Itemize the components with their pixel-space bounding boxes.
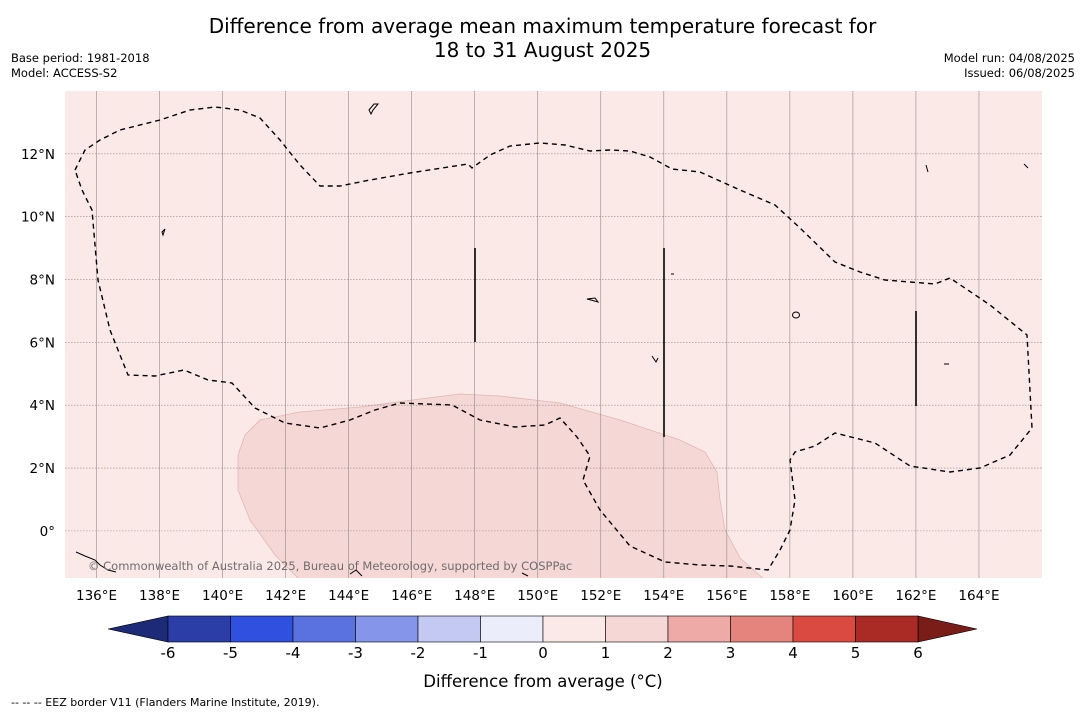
colorbar-bin	[792, 615, 856, 643]
island-outline	[521, 572, 529, 577]
eez-footnote: -- -- -- EEZ border V11 (Flanders Marine…	[11, 696, 320, 709]
colorbar-bin	[480, 615, 544, 643]
island-outline	[586, 297, 600, 303]
lon-tick-label: 164°E	[958, 588, 999, 604]
model-name: Model: ACCESS-S2	[11, 65, 118, 80]
lon-tick-label: 140°E	[202, 588, 243, 604]
lon-tick-label: 144°E	[328, 588, 369, 604]
lon-tick-label: 150°E	[517, 588, 558, 604]
colorbar-bin	[855, 615, 919, 643]
colorbar-bin	[355, 615, 419, 643]
colorbar: -6 -5 -4 -3 -2 -1 0 1 2 3 4 5 6	[107, 615, 978, 662]
colorbar-tick-label: -6	[161, 644, 176, 662]
lat-tick-label: 2°N	[30, 461, 55, 477]
lat-tick-label: 6°N	[30, 335, 55, 351]
base-period: Base period: 1981-2018	[11, 51, 150, 65]
lat-tick-label: 0°	[40, 524, 55, 540]
lon-tick-label: 160°E	[832, 588, 873, 604]
colorbar-label: Difference from average (°C)	[423, 672, 662, 691]
lon-tick-label: 162°E	[895, 588, 936, 604]
colorbar-bin	[730, 615, 794, 643]
island-outline	[349, 569, 363, 577]
colorbar-high-extension	[917, 615, 978, 643]
eez-border	[74, 106, 1033, 571]
colorbar-tick-label: -5	[223, 644, 238, 662]
copyright-notice: © Commonwealth of Australia 2025, Bureau…	[88, 559, 572, 573]
longitude-labels: 136°E 138°E 140°E 142°E 144°E 146°E 148°E 150°E…	[76, 588, 1000, 604]
island-outline	[925, 164, 929, 173]
colorbar-bin	[167, 615, 231, 643]
issued-date: Issued: 06/08/2025	[964, 65, 1075, 80]
colorbar-bin	[292, 615, 356, 643]
map-title: Difference from average mean maximum tem…	[0, 14, 1085, 62]
island-outline	[161, 228, 166, 237]
lon-tick-label: 158°E	[769, 588, 810, 604]
colorbar-tick-label: -3	[348, 644, 363, 662]
title-line-2: 18 to 31 August 2025	[433, 38, 652, 62]
lon-tick-label: 148°E	[454, 588, 495, 604]
lon-tick-label: 138°E	[139, 588, 180, 604]
meta-left: Base period: 1981-2018 Model: ACCESS-S2	[11, 51, 150, 80]
lat-tick-label: 8°N	[30, 273, 55, 289]
lon-tick-label: 154°E	[643, 588, 684, 604]
island-outline	[1023, 163, 1029, 169]
island-outline	[651, 355, 659, 363]
colorbar-bin	[230, 615, 294, 643]
lon-tick-label: 142°E	[265, 588, 306, 604]
islands	[75, 103, 1029, 577]
model-run: Model run: 04/08/2025	[943, 51, 1075, 65]
lon-tick-label: 136°E	[76, 588, 117, 604]
colorbar-tick-label: -4	[286, 644, 301, 662]
colorbar-bin	[417, 615, 481, 643]
title-line-1: Difference from average mean maximum tem…	[208, 14, 877, 38]
lat-tick-label: 12°N	[21, 147, 55, 163]
graticule	[65, 91, 1042, 578]
colorbar-bin	[542, 615, 606, 643]
colorbar-tick-label: 5	[851, 644, 861, 662]
colorbar-bin	[667, 615, 731, 643]
meta-right: Model run: 04/08/2025 Issued: 06/08/2025	[944, 51, 1075, 80]
colorbar-tick-label: -2	[411, 644, 426, 662]
colorbar-tick-label: 3	[726, 644, 736, 662]
anomaly-region-1-to-2	[237, 393, 764, 578]
colorbar-tick-label: -1	[473, 644, 488, 662]
island-outline	[368, 103, 380, 116]
lon-tick-label: 156°E	[706, 588, 747, 604]
lat-tick-label: 4°N	[30, 398, 55, 414]
colorbar-low-extension	[107, 615, 169, 643]
colorbar-tick-label: 1	[601, 644, 611, 662]
colorbar-tick-label: 6	[913, 644, 923, 662]
colorbar-tick-label: 2	[663, 644, 673, 662]
colorbar-bin	[605, 615, 669, 643]
island-outline	[792, 311, 800, 319]
meridian-markers	[474, 248, 917, 437]
colorbar-tick-label: 0	[538, 644, 548, 662]
island-outline	[75, 551, 117, 573]
lat-tick-label: 10°N	[21, 210, 55, 226]
latitude-labels: 12°N 10°N 8°N 6°N 4°N 2°N 0°	[21, 147, 55, 540]
lon-tick-label: 146°E	[391, 588, 432, 604]
colorbar-tick-label: 4	[788, 644, 798, 662]
lon-tick-label: 152°E	[580, 588, 621, 604]
